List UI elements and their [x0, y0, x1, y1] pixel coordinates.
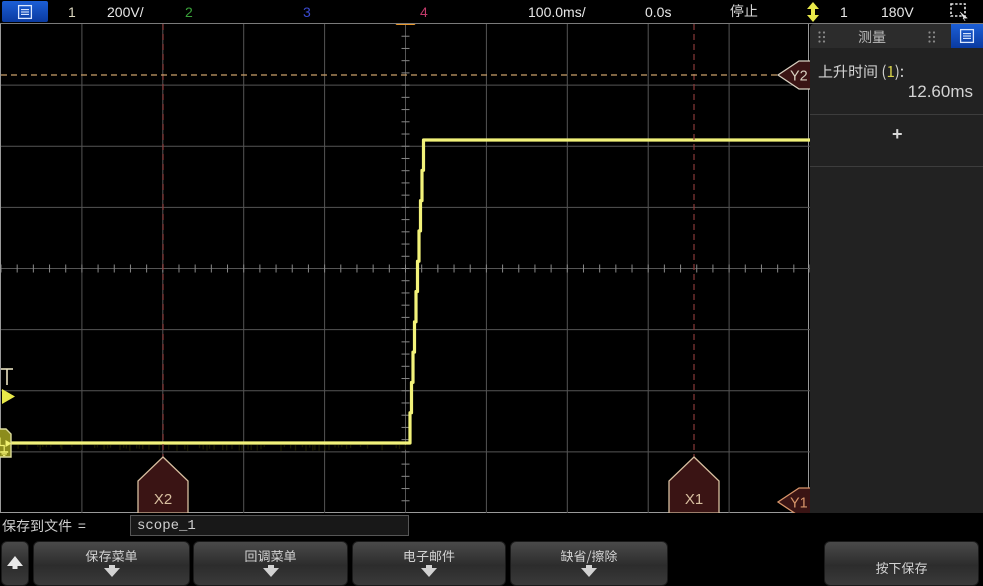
- svg-text:Y2: Y2: [790, 69, 808, 85]
- svg-text:Y1: Y1: [790, 496, 808, 512]
- svg-text:X1: X1: [685, 491, 703, 508]
- svg-text:X2: X2: [154, 491, 172, 508]
